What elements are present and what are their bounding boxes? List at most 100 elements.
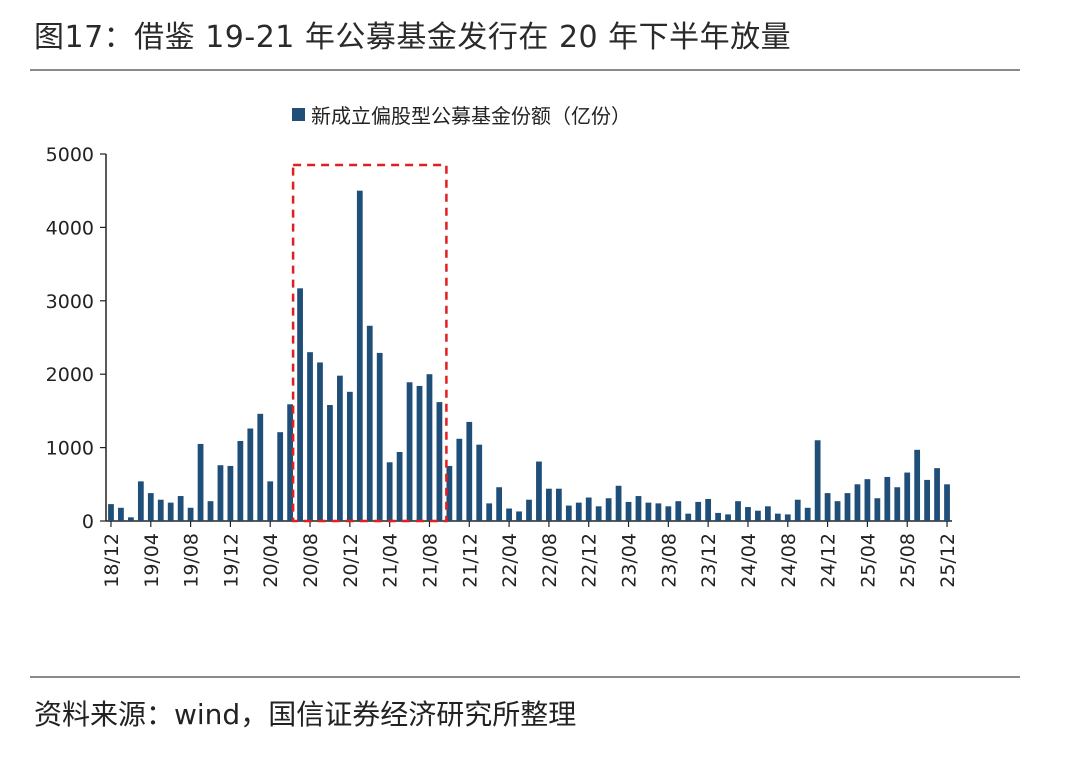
bar bbox=[157, 499, 164, 521]
bar bbox=[555, 488, 562, 521]
y-tick-label: 5000 bbox=[46, 144, 94, 166]
figure-title: 图17：借鉴 19-21 年公募基金发行在 20 年下半年放量 bbox=[34, 20, 792, 55]
x-tick-label: 22/04 bbox=[499, 533, 521, 588]
bar bbox=[794, 499, 801, 521]
bar bbox=[217, 465, 224, 521]
bar bbox=[605, 498, 612, 521]
x-tick-label: 20/04 bbox=[260, 533, 282, 588]
bar bbox=[526, 499, 532, 521]
bar bbox=[695, 501, 702, 521]
bar bbox=[197, 443, 204, 521]
bar bbox=[764, 506, 771, 521]
bar bbox=[356, 190, 363, 521]
x-tick-label: 20/12 bbox=[340, 533, 362, 588]
bar bbox=[177, 496, 184, 521]
bar bbox=[934, 468, 940, 521]
bar bbox=[585, 497, 592, 521]
bar bbox=[735, 501, 741, 521]
bar bbox=[944, 484, 950, 521]
bar bbox=[705, 498, 712, 521]
bar bbox=[814, 440, 821, 521]
x-tick-label: 23/08 bbox=[658, 533, 680, 588]
x-tick-label: 23/04 bbox=[619, 533, 641, 588]
x-tick-label: 21/08 bbox=[419, 533, 441, 588]
bar bbox=[376, 352, 383, 521]
bar bbox=[655, 503, 662, 521]
y-tick-label: 1000 bbox=[46, 438, 94, 460]
bar bbox=[287, 404, 294, 521]
bar bbox=[426, 374, 433, 521]
x-tick-label: 25/12 bbox=[937, 533, 959, 588]
bar bbox=[327, 405, 333, 521]
bar bbox=[237, 440, 244, 521]
bar bbox=[834, 501, 841, 521]
y-tick-label: 4000 bbox=[46, 217, 94, 239]
y-tick-label: 0 bbox=[82, 511, 94, 533]
bar bbox=[297, 288, 303, 521]
x-tick-label: 19/04 bbox=[141, 533, 163, 588]
bar bbox=[486, 503, 493, 521]
bar bbox=[317, 362, 323, 521]
bar bbox=[366, 325, 373, 521]
bar bbox=[536, 461, 542, 521]
bar bbox=[824, 493, 831, 521]
y-tick-label: 3000 bbox=[46, 291, 94, 313]
bar bbox=[187, 507, 194, 521]
x-tick-label: 21/12 bbox=[459, 533, 481, 588]
bar bbox=[864, 479, 871, 521]
bar bbox=[874, 498, 881, 521]
bar bbox=[784, 514, 791, 521]
bar bbox=[346, 391, 353, 521]
bar bbox=[396, 452, 403, 521]
bar bbox=[137, 481, 144, 521]
chart-legend: 新成立偏股型公募基金份额（亿份） bbox=[292, 100, 631, 129]
bar bbox=[914, 449, 921, 521]
bar bbox=[147, 493, 154, 521]
x-tick-label: 19/12 bbox=[220, 533, 242, 588]
y-tick-label: 2000 bbox=[46, 364, 94, 386]
bar bbox=[884, 476, 891, 521]
bar bbox=[416, 385, 423, 521]
bar bbox=[685, 513, 692, 521]
legend-swatch bbox=[292, 108, 305, 121]
bar bbox=[476, 444, 483, 521]
bar bbox=[625, 501, 632, 521]
bar bbox=[645, 502, 652, 521]
legend-label: 新成立偏股型公募基金份额（亿份） bbox=[311, 104, 631, 128]
bar bbox=[167, 502, 174, 521]
bar bbox=[386, 462, 393, 521]
bar bbox=[804, 507, 811, 521]
bottom-divider bbox=[30, 676, 1020, 678]
x-tick-label: 20/08 bbox=[300, 533, 322, 588]
bar bbox=[406, 382, 413, 521]
top-divider bbox=[30, 69, 1020, 71]
x-tick-label: 21/04 bbox=[380, 533, 402, 588]
bar bbox=[844, 493, 851, 521]
x-tick-label: 18/12 bbox=[101, 533, 123, 588]
highlight-box bbox=[291, 163, 448, 523]
bar bbox=[615, 485, 622, 521]
bar bbox=[675, 501, 682, 521]
x-tick-label: 22/12 bbox=[579, 533, 601, 588]
bar bbox=[446, 465, 453, 521]
bar bbox=[108, 504, 114, 521]
bar bbox=[665, 506, 672, 521]
bar bbox=[715, 512, 721, 521]
bar bbox=[466, 421, 473, 521]
bar bbox=[227, 465, 234, 521]
bar bbox=[725, 514, 731, 521]
x-tick-label: 25/04 bbox=[857, 533, 879, 588]
x-tick-label: 25/08 bbox=[897, 533, 919, 588]
bar bbox=[127, 517, 134, 521]
bar bbox=[745, 507, 751, 521]
x-tick-label: 22/08 bbox=[539, 533, 561, 588]
bar bbox=[207, 501, 214, 521]
bar bbox=[307, 352, 313, 521]
bar bbox=[755, 510, 761, 521]
bar bbox=[924, 479, 931, 521]
bar bbox=[575, 502, 582, 521]
x-tick-label: 24/12 bbox=[818, 533, 840, 588]
source-note: 资料来源：wind，国信证券经济研究所整理 bbox=[34, 698, 577, 731]
bar bbox=[546, 488, 552, 521]
bar bbox=[456, 438, 463, 521]
